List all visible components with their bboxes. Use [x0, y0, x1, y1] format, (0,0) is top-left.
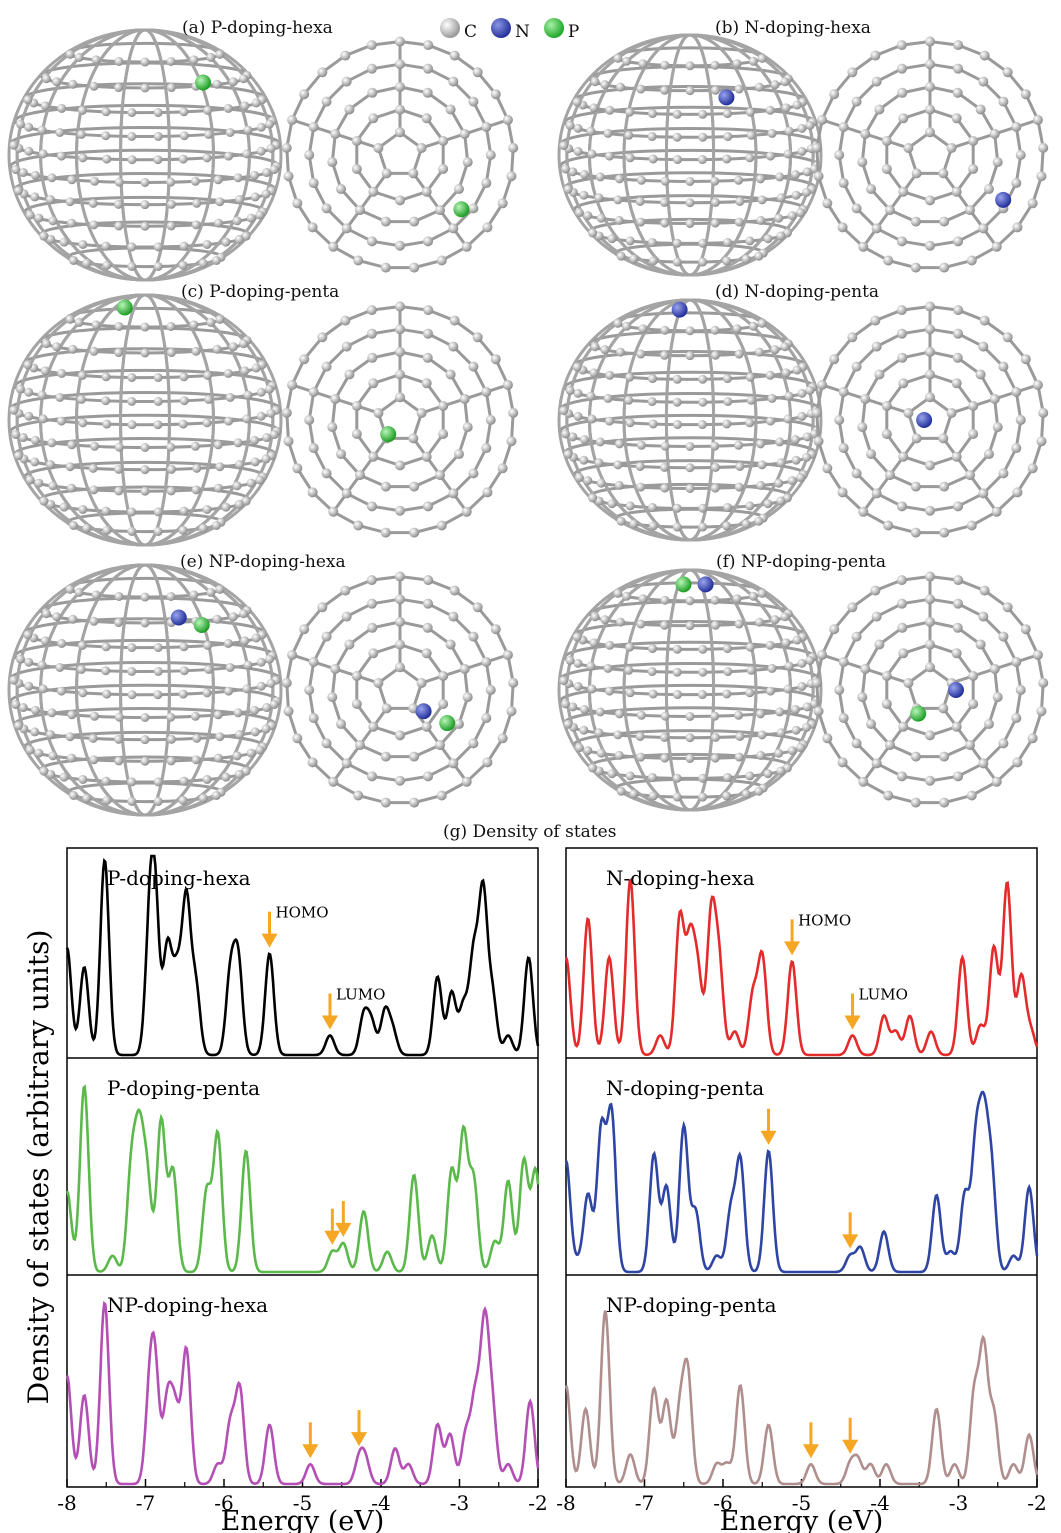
atom-legend: C N P — [440, 18, 593, 42]
nitrogen-dopant-atom — [995, 191, 1012, 208]
nitrogen-dopant-atom — [718, 89, 735, 106]
fullerene-cage — [811, 571, 1049, 808]
series-label: N-doping-hexa — [606, 866, 755, 890]
fullerene-cage — [7, 293, 283, 547]
caption-c: (c) P-doping-penta — [181, 282, 340, 302]
carbon-atom-icon — [440, 18, 460, 38]
nitrogen-dopant-atom — [170, 609, 187, 626]
dos-series-line — [65, 854, 540, 1057]
legend-item-p: P — [543, 18, 579, 42]
legend-item-c: C — [440, 18, 477, 42]
x-tick-label: -3 — [450, 1491, 469, 1515]
x-tick-label: -7 — [635, 1491, 654, 1515]
fullerene-cage — [7, 563, 283, 817]
series-label: NP-doping-hexa — [107, 1293, 268, 1317]
lumo-label: LUMO — [859, 986, 908, 1004]
caption-g: (g) Density of states — [443, 822, 617, 842]
phosphorus-dopant-atom — [910, 705, 927, 722]
caption-d: (d) N-doping-penta — [715, 282, 880, 302]
x-axis-label: Energy (eV) — [720, 1506, 884, 1533]
arrow-head-icon — [760, 1130, 777, 1145]
series-label: NP-doping-penta — [606, 1293, 777, 1317]
y-axis-label: Density of states (arbitrary units) — [22, 930, 55, 1405]
dos-series-line — [564, 877, 1039, 1057]
arrow-head-icon — [844, 1015, 861, 1030]
x-tick-label: -4 — [870, 1491, 889, 1515]
x-tick-label: -2 — [528, 1491, 547, 1515]
arrow-head-icon — [321, 1015, 338, 1030]
fullerene-cage — [557, 298, 823, 542]
legend-label-p: P — [567, 22, 580, 42]
phosphorus-dopant-atom — [193, 617, 210, 633]
dos-panel-frame — [565, 847, 1038, 1488]
lumo-label: LUMO — [336, 986, 385, 1004]
nitrogen-dopant-atom — [415, 703, 432, 720]
phosphorus-atom-icon — [543, 18, 564, 38]
legend-label-n: N — [515, 22, 530, 42]
nitrogen-dopant-atom — [947, 682, 964, 698]
x-tick-label: -6 — [713, 1491, 732, 1515]
series-label: N-doping-penta — [606, 1076, 764, 1100]
legend-item-n: N — [491, 18, 530, 42]
x-tick-label: -8 — [57, 1491, 76, 1515]
dos-series-line — [65, 1300, 540, 1486]
phosphorus-dopant-atom — [195, 74, 212, 91]
phosphorus-dopant-atom — [675, 576, 692, 593]
fullerene-cage — [281, 571, 519, 808]
arrow-head-icon — [302, 1444, 319, 1459]
dos-series-line — [65, 1084, 540, 1274]
legend-label-c: C — [464, 22, 478, 42]
nitrogen-dopant-atom — [671, 301, 688, 318]
fullerene-cage — [7, 28, 283, 282]
x-tick-label: -8 — [556, 1491, 575, 1515]
arrow-head-icon — [324, 1230, 341, 1245]
dos-series-line — [564, 1310, 1039, 1486]
nitrogen-atom-icon — [491, 18, 512, 38]
caption-f: (f) NP-doping-penta — [716, 552, 886, 572]
arrow-head-icon — [261, 933, 278, 948]
phosphorus-dopant-atom — [439, 715, 456, 732]
molecule-figures — [7, 28, 1049, 817]
arrow-head-icon — [842, 1439, 859, 1454]
dos-panel-frame — [66, 847, 539, 1488]
fullerene-cage — [557, 568, 823, 812]
nitrogen-dopant-atom — [697, 576, 714, 593]
fullerene-cage — [811, 301, 1049, 538]
fullerene-cage — [281, 301, 519, 538]
caption-e: (e) NP-doping-hexa — [180, 552, 346, 572]
homo-label: HOMO — [798, 911, 851, 929]
fullerene-cage — [811, 36, 1049, 273]
x-tick-label: -3 — [949, 1491, 968, 1515]
series-label: P-doping-hexa — [107, 866, 251, 890]
x-tick-label: -4 — [371, 1491, 390, 1515]
phosphorus-dopant-atom — [116, 299, 133, 316]
dos-series-line — [564, 1090, 1039, 1274]
arrow-head-icon — [802, 1444, 819, 1459]
caption-b: (b) N-doping-hexa — [715, 18, 871, 38]
arrow-head-icon — [335, 1222, 352, 1237]
arrow-head-icon — [784, 941, 801, 956]
caption-a: (a) P-doping-hexa — [182, 18, 333, 38]
x-tick-label: -7 — [136, 1491, 155, 1515]
phosphorus-dopant-atom — [380, 426, 397, 443]
arrow-head-icon — [351, 1432, 368, 1447]
fullerene-cage — [557, 33, 823, 277]
nitrogen-dopant-atom — [916, 412, 933, 428]
x-tick-label: -2 — [1027, 1491, 1046, 1515]
fullerene-cage — [281, 36, 519, 273]
arrow-head-icon — [842, 1234, 859, 1249]
x-tick-label: -6 — [214, 1491, 233, 1515]
series-label: P-doping-penta — [107, 1076, 260, 1100]
homo-label: HOMO — [276, 904, 329, 922]
x-axis-label: Energy (eV) — [221, 1506, 385, 1533]
x-tick-label: -5 — [293, 1491, 312, 1515]
x-tick-label: -5 — [792, 1491, 811, 1515]
phosphorus-dopant-atom — [453, 201, 470, 218]
